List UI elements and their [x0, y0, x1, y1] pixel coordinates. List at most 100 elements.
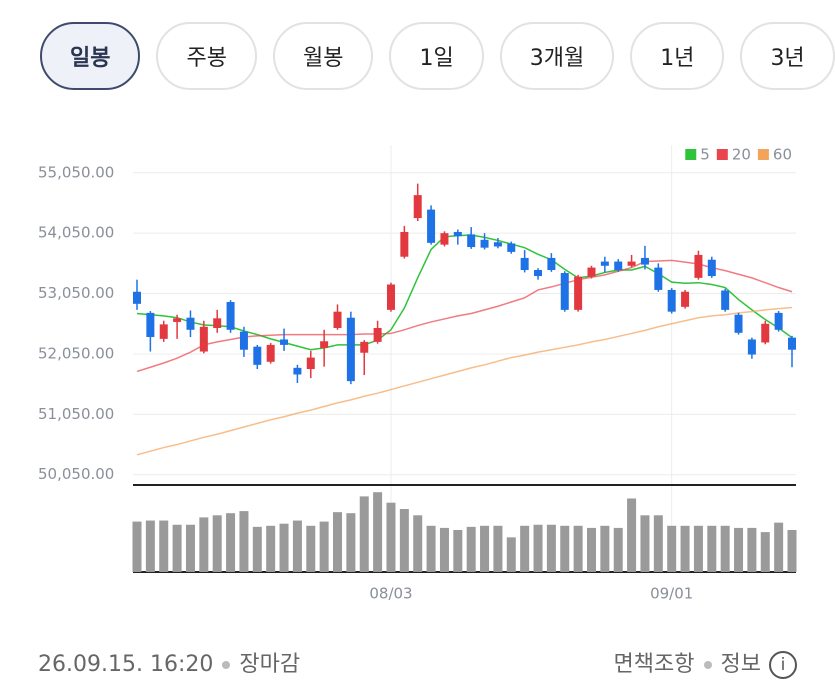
volume-bar	[333, 512, 343, 572]
candle-body	[507, 243, 516, 252]
disclaimer-link[interactable]: 면책조항	[613, 651, 695, 677]
volume-bar	[199, 517, 209, 572]
volume-bar	[560, 525, 570, 572]
period-tab[interactable]: 주봉	[156, 22, 257, 90]
candle-body	[453, 231, 462, 237]
volume-bar	[640, 515, 650, 572]
volume-bar	[466, 526, 476, 572]
candle-body	[747, 339, 756, 355]
candle-body	[213, 318, 222, 328]
period-tab[interactable]: 3년	[740, 22, 835, 90]
y-tick-label: 51,050.00	[38, 405, 114, 423]
x-tick-label: 09/01	[650, 585, 693, 603]
volume-bar	[306, 525, 316, 572]
timestamp: 26.09.15. 16:20	[38, 652, 214, 677]
candle-body	[440, 233, 449, 245]
candle-body	[640, 257, 649, 265]
market-status: 장마감	[239, 652, 301, 677]
candle-body	[333, 311, 342, 328]
legend-label: 60	[773, 146, 792, 164]
period-tab[interactable]: 3개월	[499, 22, 615, 90]
candle-body	[761, 323, 770, 343]
legend-label: 20	[732, 146, 751, 164]
volume-bar	[707, 525, 717, 572]
candle-body	[400, 231, 409, 257]
volume-bar	[279, 523, 289, 572]
candle-body	[159, 324, 168, 339]
period-tab[interactable]: 월봉	[272, 22, 374, 90]
volume-bar	[787, 530, 797, 572]
candle-body	[467, 234, 476, 248]
volume-bar	[132, 521, 142, 572]
candle-body	[253, 346, 262, 365]
candle-body	[721, 290, 730, 310]
volume-bar	[413, 515, 423, 572]
legend-swatch	[716, 149, 728, 160]
volume-bar	[734, 527, 744, 572]
candle-body	[360, 341, 369, 353]
candle-body	[534, 270, 543, 277]
volume-bar	[319, 521, 329, 572]
candle-body	[654, 267, 663, 290]
volume-bar	[586, 527, 596, 572]
y-tick-label: 52,050.00	[38, 344, 114, 362]
x-tick-label: 08/03	[369, 585, 412, 603]
legend-swatch	[685, 149, 697, 160]
candle-body	[734, 314, 743, 333]
candle-body	[266, 344, 275, 362]
candle-body	[627, 261, 636, 266]
candle-body	[493, 242, 502, 247]
candle-body	[774, 312, 783, 330]
candle-body	[346, 317, 355, 382]
separator-dot	[222, 661, 231, 669]
candle-body	[694, 254, 703, 278]
candle-body	[574, 276, 583, 310]
volume-bar	[546, 524, 556, 572]
candle-body	[560, 273, 569, 310]
candle-body	[386, 284, 395, 310]
volume-bar	[613, 527, 623, 572]
info-link[interactable]: 정보	[720, 651, 761, 677]
volume-bar	[600, 525, 610, 572]
volume-bar	[480, 525, 490, 572]
chart: 55,050.00 54,050.00 53,050.00 52,050.00 51,0…	[38, 145, 797, 603]
period-tab[interactable]: 일봉	[40, 22, 141, 90]
candle-body	[520, 257, 529, 271]
footer: 26.09.15. 16:20 장마감 면책조항 정보 i	[38, 642, 797, 682]
footer-right: 면책조항 정보 i	[614, 646, 797, 679]
period-tab[interactable]: 1일	[389, 22, 484, 90]
candle-body	[480, 239, 489, 248]
candle-body	[707, 259, 716, 277]
volume-bar	[653, 515, 663, 572]
period-tab[interactable]: 1년	[630, 22, 725, 90]
volume-bar	[252, 526, 262, 572]
volume-bar	[439, 527, 449, 572]
candle-body	[373, 327, 382, 342]
volume-bar	[226, 513, 236, 572]
candle-body	[226, 302, 235, 330]
volume-bar	[399, 509, 409, 572]
separator-dot	[703, 660, 712, 669]
volume-bar	[239, 511, 249, 572]
candle-body	[547, 257, 556, 271]
candle-body	[413, 195, 422, 219]
volume-bar	[185, 524, 195, 572]
candle-body	[173, 318, 182, 322]
volume-bar	[573, 525, 583, 572]
info-icon[interactable]: i	[769, 650, 797, 679]
candle-body	[600, 261, 609, 266]
y-tick-label: 55,050.00	[38, 163, 114, 181]
candle-body	[667, 289, 676, 312]
volume-bar	[346, 513, 356, 572]
period-tabs: 일봉 주봉 월봉 1일 3개월 1년 3년	[40, 22, 835, 92]
candle-body	[186, 317, 195, 330]
volume-bar	[693, 525, 703, 572]
y-tick-label: 53,050.00	[38, 284, 114, 302]
volume-bar	[426, 525, 436, 572]
volume-bar	[159, 520, 169, 572]
moving-average-line	[136, 306, 793, 456]
volume-bar	[627, 498, 637, 572]
candle-body	[320, 341, 329, 348]
candle-body	[280, 339, 289, 345]
candle-body	[306, 357, 315, 370]
